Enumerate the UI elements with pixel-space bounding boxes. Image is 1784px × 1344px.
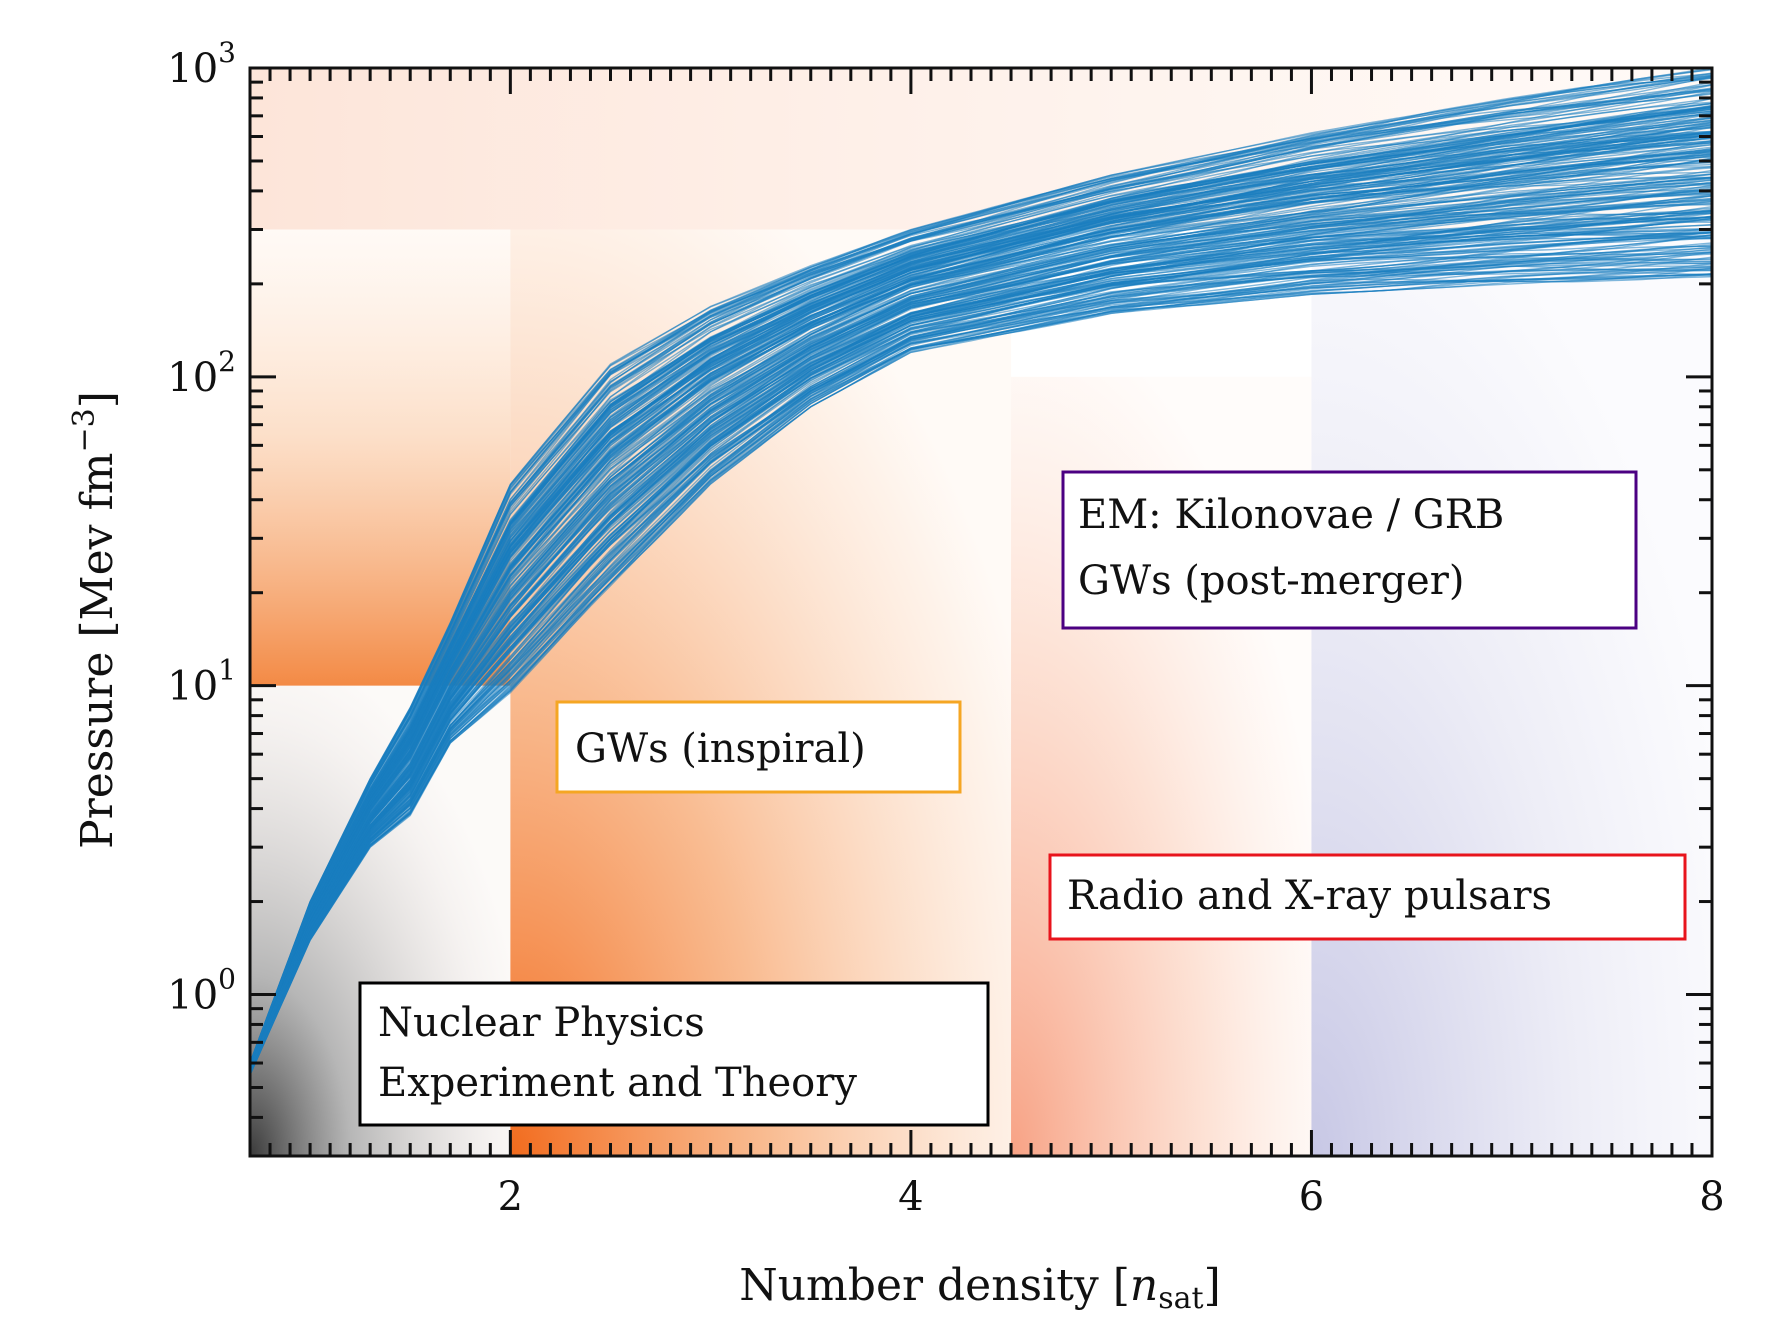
eos-curve [250,199,1712,1071]
axis-ticks [250,68,1714,1158]
eos-curve [250,268,1712,1075]
eos-curve [250,193,1712,1071]
eos-curve [250,200,1712,1072]
eos-curve [250,252,1712,1074]
eos-curve [250,122,1712,1066]
eos-curve [250,131,1712,1068]
eos-curve [250,245,1712,1074]
eos-curve [250,88,1712,1065]
eos-curve [250,149,1712,1069]
eos-curve [250,169,1712,1069]
x-tick-label: 4 [898,1174,923,1220]
eos-curve [250,195,1712,1071]
eos-curve [250,152,1712,1069]
eos-curve [250,105,1712,1066]
eos-curve [250,97,1712,1065]
annotation-frame [1061,470,1638,630]
annotation-text: GWs (inspiral) [575,726,866,772]
eos-curve [250,144,1712,1068]
y-tick-label: 100 [167,963,236,1019]
eos-curve [250,124,1712,1067]
eos-curve [250,231,1712,1073]
annotation-frame [1048,853,1687,941]
eos-curve [250,258,1712,1074]
plot-frame [248,66,1714,1158]
y-tick-label: 103 [167,36,236,92]
eos-curve [250,120,1712,1067]
x-tick-label: 2 [498,1174,523,1220]
y-axis-title: Pressure [Mev fm−3] [67,391,123,849]
annotation-text: Experiment and Theory [378,1060,857,1106]
eos-curve [250,234,1712,1073]
eos-curve [250,97,1712,1065]
eos-curve [250,121,1712,1067]
eos-curve [250,264,1712,1075]
eos-curve [250,75,1712,1064]
annotation-frame [358,981,990,1127]
x-axis-title: Number density [nsat] [739,1260,1221,1316]
eos-curve [250,273,1712,1075]
x-tick-label: 8 [1699,1174,1724,1220]
annotation-box: EM: Kilonovae / GRB GWs (post-merger) [1061,470,1638,630]
annotations: EM: Kilonovae / GRB GWs (post-merger) GWs … [358,470,1687,1127]
annotation-text: EM: Kilonovae / GRB [1078,492,1504,538]
eos-curve [250,215,1712,1072]
eos-curve [250,229,1712,1073]
annotation-box: GWs (inspiral) [555,700,962,794]
axis-tick-labels: 2 4 6 8 100 101 102 103 [167,36,1724,1220]
annotation-text: Radio and X-ray pulsars [1067,873,1552,919]
eos-curve [250,143,1712,1069]
eos-curve [250,212,1712,1072]
eos-curve [250,152,1712,1069]
y-tick-label: 101 [167,654,236,710]
annotation-text: GWs (post-merger) [1078,558,1464,604]
annotation-box: Radio and X-ray pulsars [1048,853,1687,941]
eos-curve [250,119,1712,1066]
annotation-frame [555,700,962,794]
eos-curve [250,173,1712,1070]
eos-curve [250,105,1712,1066]
eos-curves [250,68,1712,1075]
y-tick-label: 102 [167,345,236,401]
annotation-text: Nuclear Physics [378,1000,705,1046]
x-tick-label: 6 [1299,1174,1324,1220]
eos-curve [250,182,1712,1070]
eos-curve [250,272,1712,1075]
region-post-merger [1311,229,1712,1156]
annotation-box: Nuclear Physics Experiment and Theory [358,981,990,1127]
